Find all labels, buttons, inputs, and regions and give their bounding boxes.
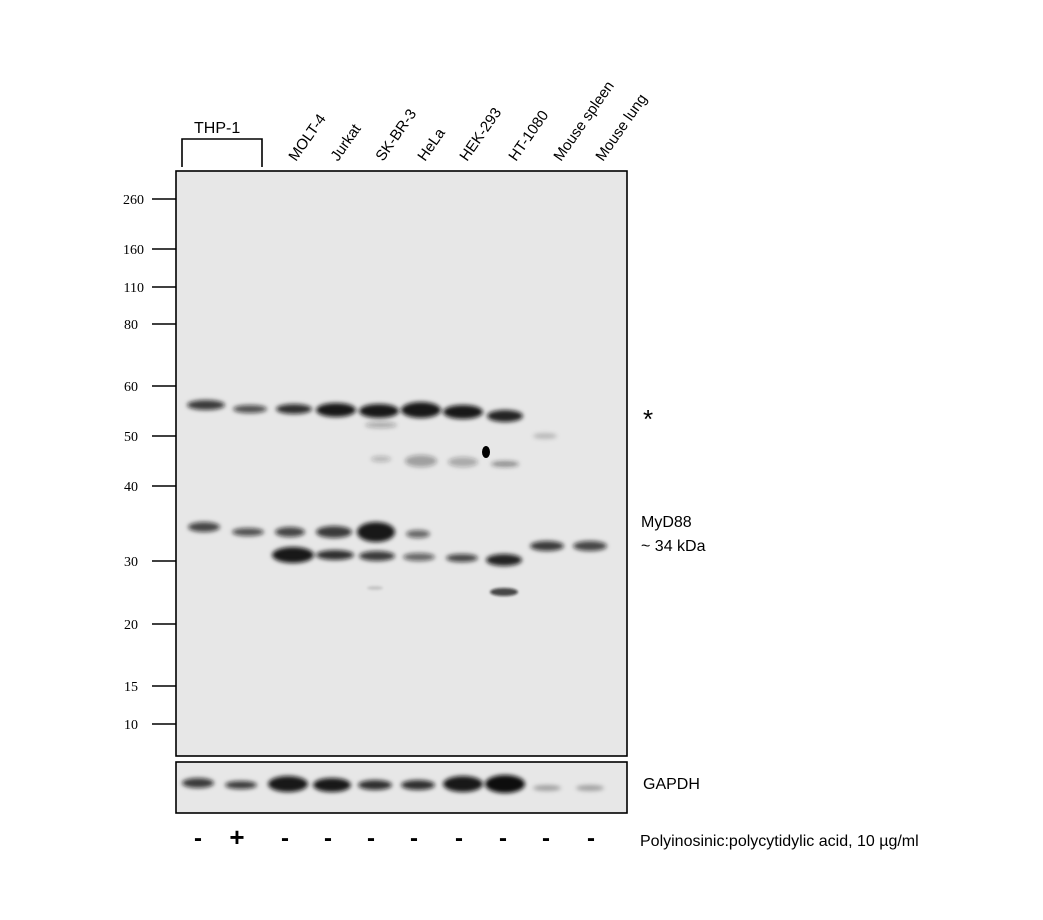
treatment-lane6: -: [410, 825, 418, 852]
band-ns-lane8: [487, 410, 523, 422]
thp1-group-label: THP-1: [194, 120, 240, 137]
band-myd88-lower-lane5: [359, 551, 395, 561]
ladder-label-30: 30: [124, 555, 138, 570]
band-gapdh-lane10: [576, 785, 604, 791]
ladder-label-15: 15: [124, 680, 138, 695]
ladder-label-60: 60: [124, 380, 138, 395]
band-gapdh-lane1: [182, 778, 214, 788]
lane-label-ht1080: HT-1080: [505, 107, 552, 164]
band-fragment-skbr3: [367, 586, 383, 590]
band-myd88-upper-lane2: [232, 528, 264, 536]
myd88-upper-bands: [188, 522, 430, 542]
myd88-lower-bands: [272, 541, 607, 566]
ladder-label-260: 260: [123, 193, 144, 208]
ladder-label-80: 80: [124, 318, 138, 333]
lane-label-hek293: HEK-293: [456, 105, 505, 165]
target-size-label: ~ 34 kDa: [641, 538, 706, 555]
ladder-label-40: 40: [124, 480, 138, 495]
lane-label-skbr3: SK-BR-3: [372, 106, 420, 164]
gapdh-bands: [182, 775, 604, 793]
band-ns-lane4: [316, 403, 356, 417]
band-myd88-upper-lane5: [357, 522, 395, 542]
band-myd88-lane10: [573, 541, 607, 551]
ladder-label-50: 50: [124, 430, 138, 445]
target-name-label: MyD88: [641, 514, 692, 531]
nonspecific-bands: [187, 400, 557, 439]
lane-labels: MOLT-4 Jurkat SK-BR-3 HeLa HEK-293 HT-10…: [285, 78, 650, 164]
treatment-lane7: -: [455, 825, 463, 852]
nonspecific-asterisk: *: [643, 404, 653, 434]
band-myd88-lower-lane8: [486, 554, 522, 566]
band-faint-skbr3-upper: [365, 422, 397, 428]
gapdh-label: GAPDH: [643, 776, 700, 793]
treatment-lane5: -: [367, 825, 375, 852]
band-myd88-lower-lane7: [446, 554, 478, 562]
ladder-label-20: 20: [124, 618, 138, 633]
lane-label-jurkat: Jurkat: [327, 120, 365, 164]
ladder-label-10: 10: [124, 718, 138, 733]
band-ns-lane6: [401, 402, 441, 418]
mw-ladder: 260 160 110 80 60 50 40 30 20 15 10: [123, 193, 176, 733]
band-myd88-lower-lane4: [316, 550, 354, 560]
band-faint-hela: [405, 455, 437, 467]
treatment-row: - + - - - - - - - -: [194, 822, 595, 852]
band-gapdh-lane4: [313, 778, 351, 792]
band-ns-lane5: [359, 404, 399, 418]
band-myd88-upper-lane3: [275, 527, 305, 537]
band-fragment-ht1080: [490, 588, 518, 596]
treatment-lane4: -: [324, 825, 332, 852]
band-gapdh-lane7: [443, 776, 483, 792]
treatment-lane8: -: [499, 825, 507, 852]
treatment-lane9: -: [542, 825, 550, 852]
ladder-label-160: 160: [123, 243, 144, 258]
thp1-bracket: [181, 138, 263, 167]
band-ns-lane9-faint: [533, 433, 557, 439]
band-faint-hek293: [448, 457, 478, 467]
fragment-bands: [367, 586, 518, 596]
lane-label-molt4: MOLT-4: [285, 111, 329, 164]
artifact-dot: [482, 446, 490, 458]
treatment-label: Polyinosinic:polycytidylic acid, 10 µg/m…: [640, 833, 919, 850]
faint-bands: [365, 422, 519, 467]
band-myd88-upper-lane4: [316, 526, 352, 538]
treatment-lane3: -: [281, 825, 289, 852]
band-gapdh-lane8: [485, 775, 525, 793]
band-gapdh-lane6: [401, 780, 435, 790]
band-faint-ht1080: [491, 461, 519, 467]
ladder-label-110: 110: [124, 281, 144, 296]
band-myd88-upper-lane6: [406, 530, 430, 538]
lane-label-hela: HeLa: [414, 125, 449, 165]
band-ns-lane2: [233, 405, 267, 413]
treatment-lane1: -: [194, 825, 202, 852]
band-ns-lane1: [187, 400, 225, 410]
band-myd88-lower-lane6: [403, 553, 435, 561]
band-gapdh-lane5: [358, 780, 392, 790]
treatment-lane10: -: [587, 825, 595, 852]
band-gapdh-lane3: [268, 776, 308, 792]
band-ns-lane3: [276, 404, 312, 414]
main-blot-panel: [175, 170, 628, 757]
band-myd88-lower-lane3: [272, 547, 314, 563]
band-faint-skbr3: [371, 456, 391, 462]
treatment-lane2: +: [229, 822, 244, 852]
band-myd88-lane9: [530, 541, 564, 551]
band-gapdh-lane2: [225, 781, 257, 789]
band-gapdh-lane9: [533, 785, 561, 791]
band-myd88-upper-lane1: [188, 522, 220, 532]
band-ns-lane7: [443, 405, 483, 419]
